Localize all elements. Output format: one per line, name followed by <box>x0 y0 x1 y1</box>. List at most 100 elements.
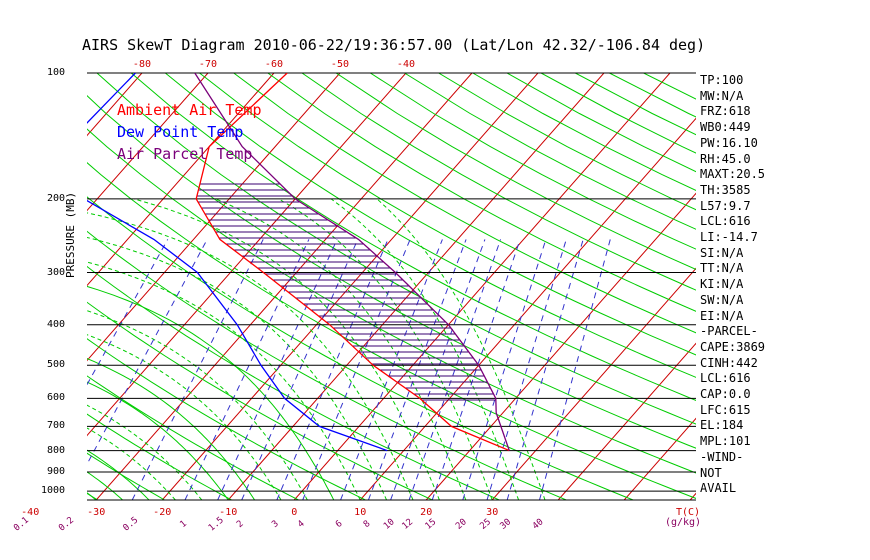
mixing-ratio-tick: 20 <box>454 517 469 532</box>
pressure-tick-100: 100 <box>47 67 66 78</box>
bottom-temp-tick: -30 <box>87 507 105 518</box>
mixing-ratio-tick: 0.1 <box>12 515 31 533</box>
dry-adiabat <box>370 73 696 250</box>
dry-adiabat <box>199 73 696 356</box>
mixing-ratio-tick: 25 <box>478 517 493 532</box>
isotherm <box>293 73 671 500</box>
moist-adiabat <box>278 198 493 500</box>
isotherm <box>359 117 696 500</box>
isotherm <box>491 267 696 500</box>
pressure-tick-400: 400 <box>47 318 66 330</box>
dry-adiabat <box>130 73 696 402</box>
stat-li: LI:-14.7 <box>700 230 758 245</box>
dry-adiabat <box>164 73 696 378</box>
dry-adiabat <box>87 492 98 500</box>
mixing-ratio-line <box>506 239 584 500</box>
moist-adiabat <box>87 212 414 500</box>
stat-tt: TT:N/A <box>700 261 744 276</box>
pressure-tick-500: 500 <box>47 359 66 371</box>
dry-adiabat <box>335 73 696 270</box>
moist-adiabat <box>330 198 520 500</box>
moist-adiabat-lines <box>0 198 870 501</box>
mixing-ratio-line <box>131 239 264 500</box>
mixing-ratio-line <box>276 239 389 500</box>
mixing-ratio-line <box>241 239 359 500</box>
bottom-temp-tick: 0 <box>291 507 297 518</box>
y-axis-label: PRESSURE (MB) <box>64 191 77 278</box>
mixing-ratio-axis: 0.1 0.2 0.5 1 1.5 2 3 4 6 8 10 12 15 20 25 30 40 (g/kg) <box>12 515 701 533</box>
mixing-ratio-line <box>486 239 567 500</box>
mixing-ratio-line <box>217 239 338 500</box>
mixing-ratio-line <box>390 239 486 500</box>
pressure-tick-800: 800 <box>47 444 66 456</box>
dry-adiabat <box>87 162 696 499</box>
pressure-tick-900: 900 <box>47 466 66 477</box>
isotherm <box>87 73 341 362</box>
bottom-temp-tick: 30 <box>486 507 498 518</box>
mixing-ratio-tick: 0.2 <box>57 515 76 533</box>
stat-el: EL:184 <box>700 418 744 433</box>
legend-parcel: Air Parcel Temp <box>117 145 253 163</box>
dry-adiabat <box>267 73 696 312</box>
isobar-lines <box>87 72 696 501</box>
series-1 <box>87 73 388 452</box>
mixing-ratio-line <box>340 239 443 500</box>
mixing-ratio-tick: 1 <box>178 519 189 530</box>
dry-adiabat <box>233 73 696 334</box>
stat-ei: EI:N/A <box>700 308 744 323</box>
stat-wb0: WB0:449 <box>700 120 751 135</box>
isotherm <box>0 73 76 500</box>
stat-parcel-header: -PARCEL- <box>700 324 758 339</box>
dry-adiabat <box>87 265 500 500</box>
dry-adiabat <box>87 301 433 500</box>
stat-mpl: MPL:101 <box>700 434 751 449</box>
moist-adiabat <box>87 427 176 500</box>
top-temp-tick: -50 <box>331 59 349 70</box>
bottom-temp-tick: -10 <box>219 507 237 518</box>
legend-ambient: Ambient Air Temp <box>117 101 262 119</box>
stat-mw: MW:N/A <box>700 88 744 103</box>
stat-parcel-lcl: LCL:616 <box>700 371 751 386</box>
mixing-ratio-line <box>87 239 208 466</box>
mixing-ratio-tick: 15 <box>424 517 439 532</box>
chart-title: AIRS SkewT Diagram 2010-06-22/19:36:57.0… <box>82 36 706 54</box>
mixing-ratio-tick: 4 <box>296 519 307 530</box>
stat-lfc: LFC:615 <box>700 402 751 417</box>
dry-adiabat <box>301 73 696 291</box>
stat-rh: RH:45.0 <box>700 151 751 166</box>
mixing-ratio-tick: 6 <box>334 519 345 530</box>
dry-adiabat <box>96 73 696 425</box>
moist-adiabat <box>87 404 203 500</box>
stat-maxt: MAXT:20.5 <box>700 167 766 182</box>
profile-series <box>87 73 510 452</box>
moist-adiabat <box>0 362 256 500</box>
stat-cinh: CINH:442 <box>700 355 758 370</box>
dry-adiabat <box>87 338 366 500</box>
mixing-ratio-tick: 3 <box>270 519 281 530</box>
stat-sw: SW:N/A <box>700 292 744 307</box>
bottom-unit-label: T(C) <box>676 507 700 518</box>
stat-avail: AVAIL <box>700 481 737 496</box>
bottom-temp-tick: -20 <box>153 507 171 518</box>
top-temp-tick: -80 <box>133 59 151 70</box>
mixing-ratio-lines <box>87 239 611 500</box>
dry-adiabat <box>87 95 696 449</box>
stat-wind-header: -WIND- <box>700 449 744 464</box>
moist-adiabat <box>87 310 308 500</box>
stats-panel: TP:100 MW:N/A FRZ:618 WB0:449 PW:16.10 R… <box>700 73 868 497</box>
mixing-ratio-tick: 10 <box>382 517 397 532</box>
cape-hatch-fill <box>196 183 496 401</box>
mixing-ratio-line <box>87 239 169 386</box>
moist-adiabat <box>87 261 361 500</box>
isotherm <box>0 73 10 500</box>
stat-not: NOT <box>700 465 722 480</box>
stat-ki: KI:N/A <box>700 277 744 292</box>
stat-l57: L57:9.7 <box>700 198 751 213</box>
moist-adiabat <box>0 279 264 501</box>
dry-adiabat <box>87 196 634 500</box>
isotherm <box>87 73 407 437</box>
moist-adiabat <box>376 198 546 500</box>
stat-th: TH:3585 <box>700 182 751 197</box>
